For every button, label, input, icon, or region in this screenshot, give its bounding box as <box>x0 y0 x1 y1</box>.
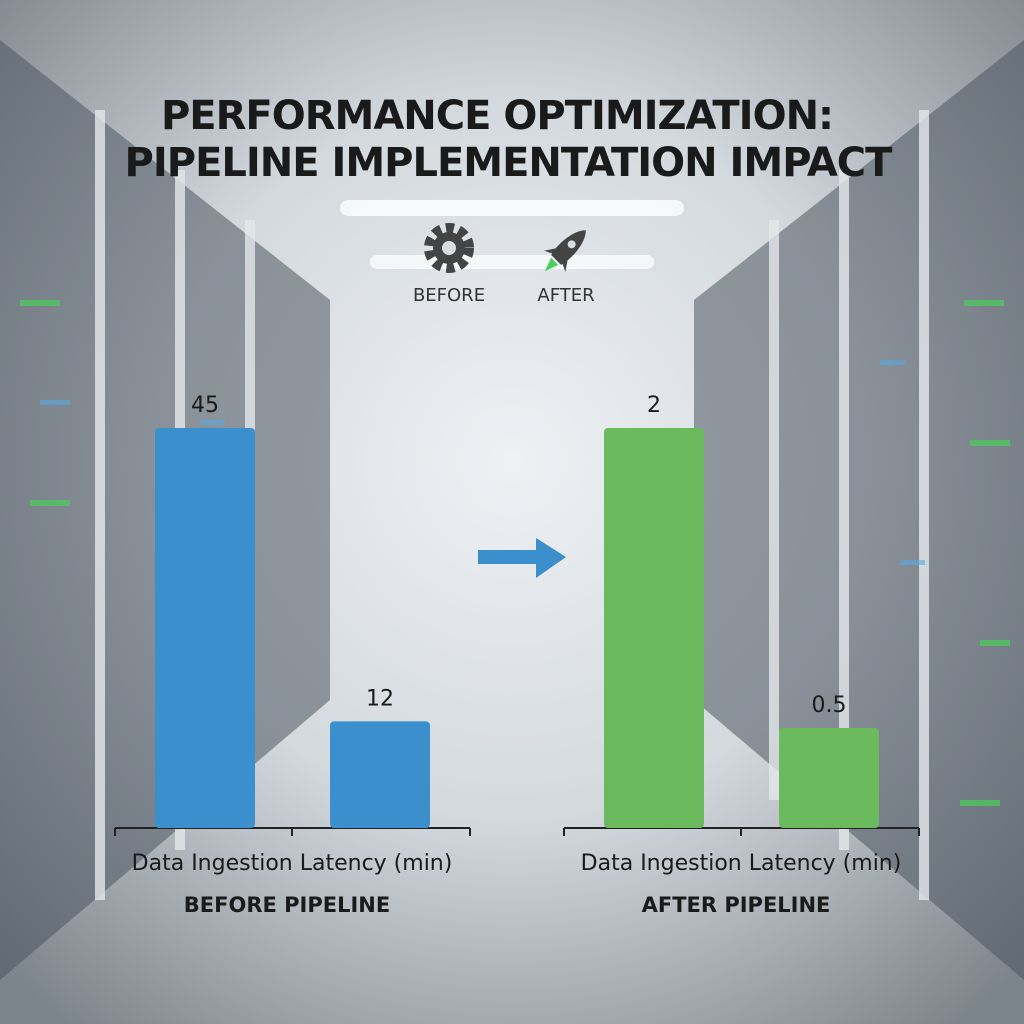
bar <box>155 428 255 828</box>
chart-subtitle: BEFORE PIPELINE <box>184 893 390 917</box>
data-label: 45 <box>191 393 219 418</box>
chart-subtitle: AFTER PIPELINE <box>642 893 831 917</box>
data-label: 0.5 <box>812 693 847 718</box>
title-line: PIPELINE IMPLEMENTATION IMPACT <box>125 140 894 186</box>
x-axis-label: Data Ingestion Latency (min) <box>581 851 902 876</box>
title-line: PERFORMANCE OPTIMIZATION: <box>161 93 833 139</box>
bar <box>779 728 879 828</box>
gear-icon <box>424 223 474 273</box>
arrow <box>478 538 566 578</box>
bar <box>604 428 704 828</box>
data-label: 2 <box>647 393 661 418</box>
legend-label: AFTER <box>537 285 594 306</box>
x-axis-label: Data Ingestion Latency (min) <box>132 851 453 876</box>
rocket-icon <box>544 230 586 272</box>
bar <box>330 721 430 828</box>
data-label: 12 <box>366 686 394 711</box>
legend-label: BEFORE <box>413 285 485 306</box>
